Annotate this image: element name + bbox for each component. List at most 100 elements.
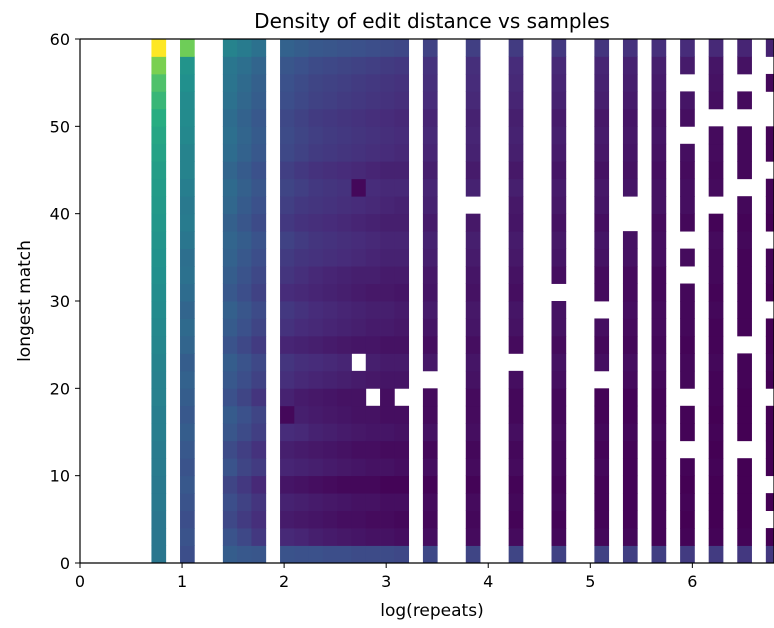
heatmap-cell [151, 545, 167, 564]
heatmap-cell [465, 370, 481, 389]
heatmap-cell [380, 458, 395, 477]
heatmap-cell [322, 475, 338, 494]
heatmap-cell [622, 423, 638, 442]
heatmap-cell [337, 143, 352, 162]
heatmap-cell [551, 108, 567, 127]
heatmap-cell [394, 440, 410, 459]
heatmap-cell [651, 388, 667, 407]
heatmap-cell [380, 248, 395, 267]
chart-title: Density of edit distance vs samples [254, 9, 610, 33]
heatmap-cell [680, 335, 695, 354]
heatmap-cell [180, 388, 195, 407]
heatmap-cell [337, 91, 352, 110]
heatmap-cell [251, 423, 267, 442]
heatmap-cell [737, 370, 752, 389]
heatmap-cell [622, 91, 638, 110]
heatmap-cell [551, 440, 567, 459]
heatmap-cell [151, 266, 167, 284]
heatmap-cell [594, 283, 610, 302]
heatmap-cell [251, 388, 267, 407]
heatmap-cell [708, 475, 724, 494]
heatmap-cell [251, 231, 267, 249]
heatmap-cell [394, 510, 410, 529]
heatmap-cell [651, 318, 667, 337]
heatmap-cell [465, 423, 481, 442]
heatmap-cell [237, 388, 252, 407]
heatmap-cell [651, 283, 667, 302]
heatmap-cell [280, 283, 295, 302]
heatmap-cell [351, 423, 367, 442]
heatmap-cell [622, 108, 638, 127]
heatmap-cell [151, 318, 167, 337]
heatmap-cell [765, 196, 774, 215]
heatmap-cell [651, 178, 667, 197]
heatmap-cell [294, 231, 310, 249]
heatmap-cell [308, 283, 324, 302]
heatmap-cell [237, 405, 252, 424]
heatmap-cell [251, 196, 267, 215]
heatmap-cell [594, 528, 610, 546]
heatmap-cell [551, 213, 567, 232]
heatmap-cell [180, 423, 195, 442]
heatmap-cell [151, 213, 167, 232]
heatmap-cell [365, 283, 381, 302]
heatmap-cell [308, 370, 324, 389]
heatmap-cell [280, 91, 295, 110]
heatmap-cell [508, 161, 524, 180]
heatmap-cell [380, 545, 395, 564]
heatmap-cell [680, 545, 695, 564]
heatmap-cell [422, 266, 438, 284]
heatmap-cell [380, 493, 395, 511]
heatmap-cell [594, 318, 610, 337]
heatmap-cell [365, 248, 381, 267]
x-tick-label: 2 [279, 572, 289, 591]
heatmap-cell [294, 283, 310, 302]
heatmap-cell [308, 388, 324, 407]
heatmap-cell [737, 405, 752, 424]
heatmap-cell [508, 266, 524, 284]
heatmap-cell [237, 440, 252, 459]
heatmap-cell [765, 318, 774, 337]
heatmap-cell [237, 161, 252, 180]
y-tick-label: 50 [50, 117, 70, 136]
heatmap-cell [594, 266, 610, 284]
y-tick-label: 30 [50, 292, 70, 311]
heatmap-cell [708, 545, 724, 564]
heatmap-cell [465, 178, 481, 197]
heatmap-cell [508, 458, 524, 477]
heatmap-cell [351, 143, 367, 162]
heatmap-cell [622, 528, 638, 546]
heatmap-cell [551, 458, 567, 477]
heatmap-cell [422, 143, 438, 162]
heatmap-cell [151, 335, 167, 354]
heatmap-cell [151, 370, 167, 389]
heatmap-cell [294, 440, 310, 459]
heatmap-cell [622, 231, 638, 249]
heatmap-cell [622, 126, 638, 145]
heatmap-cell [251, 493, 267, 511]
heatmap-cell [337, 196, 352, 215]
heatmap-cell [322, 318, 338, 337]
heatmap-cell [180, 405, 195, 424]
heatmap-cell [622, 283, 638, 302]
heatmap-cell [365, 213, 381, 232]
heatmap-cell [680, 143, 695, 162]
heatmap-cell [280, 528, 295, 546]
heatmap-cell [180, 73, 195, 92]
heatmap-cell [237, 301, 252, 319]
heatmap-cell [337, 493, 352, 511]
heatmap-cell [737, 126, 752, 145]
heatmap-cell [180, 178, 195, 197]
heatmap-cell [422, 39, 438, 57]
heatmap-cell [337, 73, 352, 92]
heatmap-cell [337, 301, 352, 319]
heatmap-cell [622, 370, 638, 389]
heatmap-cell [237, 335, 252, 354]
x-tick-label: 1 [177, 572, 187, 591]
heatmap-cell [508, 283, 524, 302]
heatmap-cell [280, 493, 295, 511]
heatmap-cell [251, 56, 267, 75]
heatmap-cell [180, 231, 195, 249]
heatmap-cell [222, 528, 238, 546]
heatmap-cell [551, 528, 567, 546]
